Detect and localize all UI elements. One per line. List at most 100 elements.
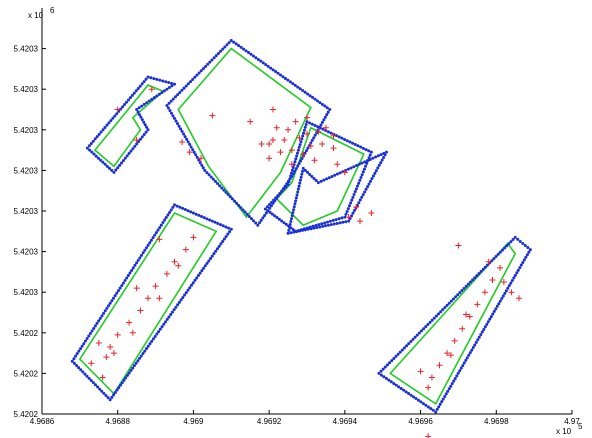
blue-point <box>212 56 216 60</box>
blue-point <box>183 135 187 139</box>
x-tick-label: 4.969 <box>183 417 204 426</box>
blue-point <box>453 376 457 380</box>
blue-point <box>377 163 381 167</box>
blue-point <box>373 171 377 175</box>
red-point <box>126 319 133 326</box>
blue-point <box>93 324 97 328</box>
red-point <box>266 155 273 162</box>
red-point <box>315 128 322 135</box>
blue-point <box>198 161 202 165</box>
blue-point <box>221 47 225 51</box>
blue-point <box>352 192 356 196</box>
blue-point <box>510 279 514 283</box>
blue-point <box>343 137 347 141</box>
red-point <box>129 329 136 336</box>
blue-point <box>310 95 314 99</box>
blue-point <box>479 269 483 273</box>
blue-point <box>399 386 403 390</box>
blue-point <box>354 187 358 191</box>
blue-point <box>306 170 310 174</box>
blue-point <box>193 75 197 79</box>
blue-point <box>477 272 481 276</box>
blue-point <box>483 325 487 329</box>
blue-point <box>198 271 202 275</box>
blue-point <box>155 332 159 336</box>
blue-point <box>234 42 238 46</box>
blue-point <box>202 216 206 220</box>
blue-point <box>323 221 327 225</box>
blue-point <box>177 300 181 304</box>
blue-point <box>193 278 197 282</box>
blue-point <box>346 167 350 171</box>
blue-point <box>109 119 113 123</box>
blue-point <box>462 361 466 365</box>
blue-point <box>247 51 251 55</box>
blue-point <box>356 144 360 148</box>
blue-point <box>148 342 152 346</box>
blue-point <box>110 395 114 399</box>
blue-point <box>382 155 386 159</box>
blue-point <box>87 376 91 380</box>
blue-point <box>326 130 330 134</box>
y-tick-label: 5.4202 <box>14 329 39 338</box>
blue-point <box>227 41 231 45</box>
blue-point <box>294 157 298 161</box>
blue-point <box>495 304 499 308</box>
blue-point <box>175 204 179 208</box>
blue-point <box>85 374 89 378</box>
blue-point <box>92 326 96 330</box>
blue-point <box>509 240 513 244</box>
blue-point <box>297 184 301 188</box>
blue-point <box>431 408 435 412</box>
blue-point <box>98 387 102 391</box>
red-point <box>171 258 178 265</box>
blue-point <box>120 381 124 385</box>
red-point <box>198 155 204 162</box>
blue-point <box>337 135 341 139</box>
blue-point <box>480 330 484 334</box>
blue-point <box>503 291 507 295</box>
blue-point <box>407 392 411 396</box>
blue-point <box>416 398 420 402</box>
blue-point <box>100 314 104 318</box>
blue-point <box>380 158 384 162</box>
blue-point <box>288 80 292 84</box>
blue-point <box>447 387 451 391</box>
blue-point <box>189 145 193 149</box>
blue-point <box>131 147 135 151</box>
blue-point <box>473 276 477 280</box>
blue-point <box>435 407 439 411</box>
blue-point <box>229 38 233 42</box>
blue-point <box>106 396 110 400</box>
blue-point <box>379 161 383 165</box>
blue-point <box>422 327 426 331</box>
blue-point <box>358 198 362 202</box>
blue-point <box>186 209 190 213</box>
red-point <box>451 337 458 344</box>
blue-point <box>325 106 329 110</box>
blue-point <box>221 224 225 228</box>
blue-point <box>310 122 314 126</box>
blue-point <box>91 139 95 143</box>
blue-point <box>521 260 525 264</box>
blue-point <box>426 323 430 327</box>
blue-point <box>101 160 105 164</box>
blue-point <box>257 221 261 225</box>
blue-point <box>521 241 525 245</box>
blue-point <box>351 195 355 199</box>
blue-point <box>114 168 118 172</box>
blue-point <box>283 76 287 80</box>
blue-point <box>141 251 145 255</box>
blue-point <box>279 73 282 77</box>
blue-point <box>151 337 155 341</box>
blue-point <box>174 95 178 99</box>
blue-point <box>152 96 156 100</box>
blue-point <box>290 217 294 221</box>
blue-point <box>462 286 466 290</box>
blue-point <box>290 214 294 218</box>
red-point <box>425 433 432 438</box>
blue-point <box>306 227 310 231</box>
blue-point <box>97 319 101 323</box>
blue-point <box>188 142 192 146</box>
blue-point <box>170 84 174 88</box>
